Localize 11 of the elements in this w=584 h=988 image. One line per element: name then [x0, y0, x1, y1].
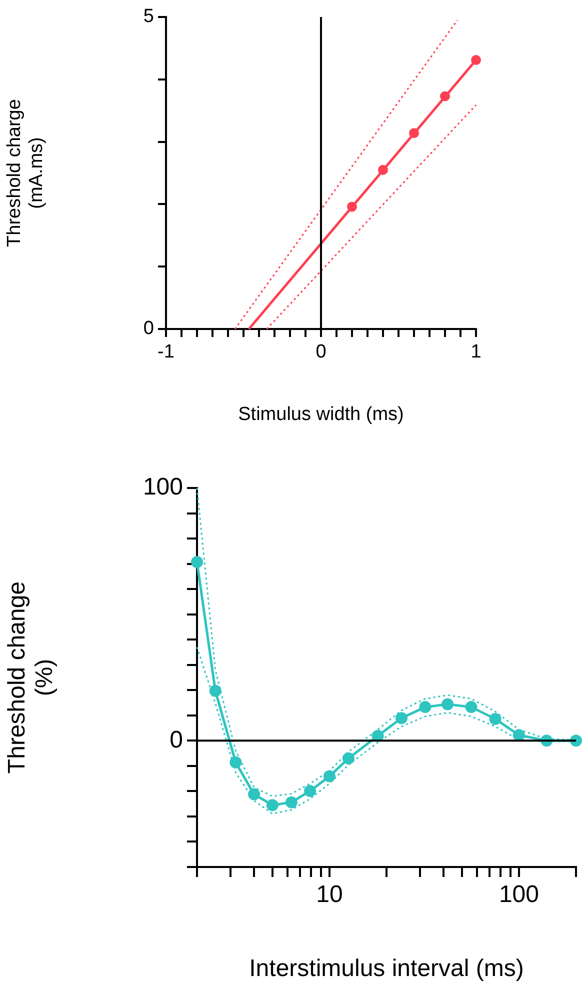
- y-axis-title: Threshold charge (mA.ms): [4, 99, 48, 247]
- x-axis-title: Stimulus width (ms): [238, 404, 404, 425]
- y-tick-label: 5: [143, 6, 154, 28]
- x-tick-label: 0: [316, 342, 326, 363]
- x-tick-label: -1: [158, 342, 174, 363]
- y-tick-label: 0: [143, 318, 154, 340]
- x-axis-title: Interstimulus interval (ms): [249, 955, 524, 982]
- y-tick-label: 100: [142, 474, 183, 501]
- y-axis-title: Threshold change (%): [3, 581, 58, 774]
- x-tick-label: 10: [316, 881, 343, 908]
- x-tick-label: 1: [470, 342, 482, 363]
